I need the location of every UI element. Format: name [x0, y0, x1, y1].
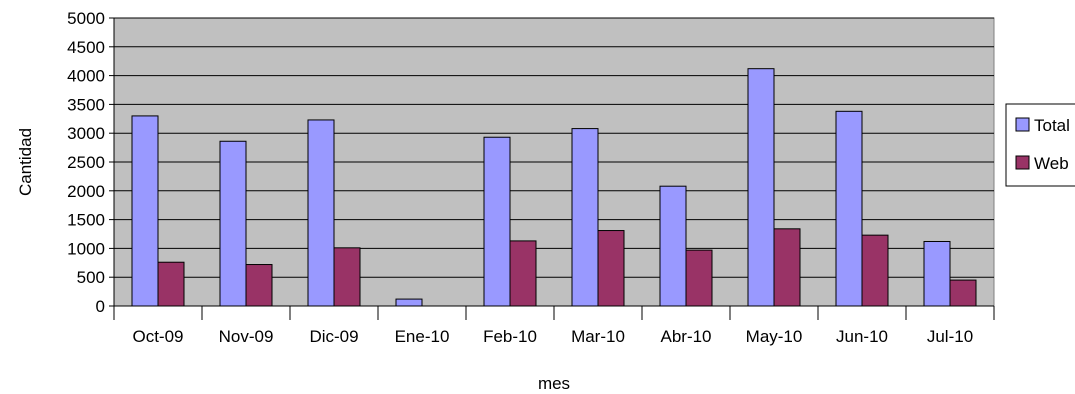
x-tick-label: Oct-09: [132, 327, 183, 346]
bar-total-dic-09: [307, 119, 335, 307]
y-tick-label: 3500: [67, 95, 105, 114]
bar-web-oct-09: [157, 261, 185, 307]
bar-web-jul-10: [949, 279, 977, 307]
bar-total-nov-09: [219, 140, 247, 307]
bar-total-may-10: [747, 68, 775, 307]
x-axis-title: mes: [538, 374, 570, 393]
y-tick-label: 4000: [67, 67, 105, 86]
x-tick-label: Ene-10: [395, 327, 450, 346]
x-tick-label: Jun-10: [836, 327, 888, 346]
x-tick-label: Feb-10: [483, 327, 537, 346]
y-tick-label: 5000: [67, 9, 105, 28]
bar-total-mar-10: [571, 128, 599, 307]
bar-total-abr-10: [659, 185, 687, 307]
y-tick-label: 1500: [67, 211, 105, 230]
y-axis-title: Cantidad: [16, 128, 35, 196]
bar-total-jun-10: [835, 110, 863, 307]
legend: Total Web: [1005, 103, 1075, 187]
x-tick-label: May-10: [746, 327, 803, 346]
bar-web-may-10: [773, 228, 801, 307]
legend-label-web: Web: [1034, 154, 1069, 173]
x-ticks: Oct-09 Nov-09 Dic-09 Ene-10 Feb-10 Mar-10 Abr-…: [113, 306, 995, 346]
bar-total-oct-09: [131, 115, 159, 307]
x-tick-label: Mar-10: [571, 327, 625, 346]
y-ticks: 0 500 1000 1500 2000 2500 3000 3500 4000 4500 5000: [67, 9, 114, 316]
x-tick-label: Nov-09: [219, 327, 274, 346]
legend-swatch-web: [1015, 155, 1030, 170]
bar-web-dic-09: [333, 247, 361, 307]
bar-web-feb-10: [509, 240, 537, 307]
bar-total-feb-10: [483, 136, 511, 307]
bars: [131, 68, 977, 307]
x-tick-label: Dic-09: [309, 327, 358, 346]
bar-total-ene-10: [395, 298, 423, 307]
bar-web-mar-10: [597, 230, 625, 307]
y-tick-label: 0: [96, 297, 105, 316]
bar-web-jun-10: [861, 234, 889, 307]
y-tick-label: 2500: [67, 153, 105, 172]
legend-label-total: Total: [1034, 116, 1070, 135]
y-tick-label: 500: [77, 268, 105, 287]
x-tick-label: Abr-10: [660, 327, 711, 346]
y-tick-label: 4500: [67, 38, 105, 57]
bar-web-nov-09: [245, 264, 273, 307]
bar-total-jul-10: [923, 240, 951, 307]
bar-web-abr-10: [685, 249, 713, 307]
x-tick-label: Jul-10: [927, 327, 973, 346]
y-tick-label: 2000: [67, 182, 105, 201]
y-tick-label: 3000: [67, 124, 105, 143]
y-tick-label: 1000: [67, 239, 105, 258]
legend-swatch-total: [1015, 117, 1030, 132]
